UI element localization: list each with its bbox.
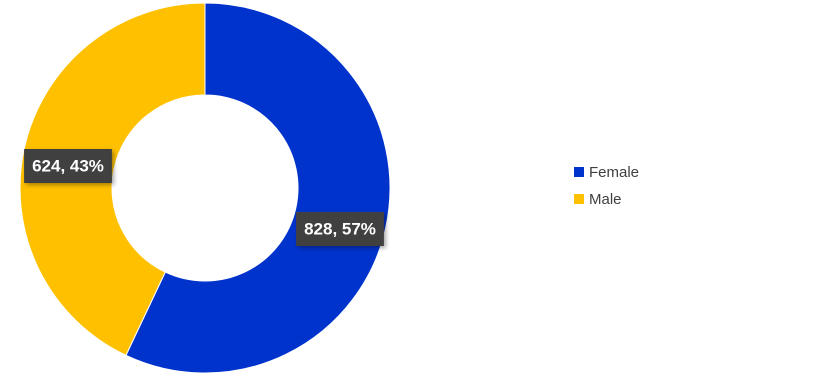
- donut-slice: [125, 2, 391, 374]
- data-label-text: 624, 43%: [32, 156, 104, 175]
- legend-swatch: [574, 194, 584, 204]
- legend-label: Male: [589, 191, 622, 208]
- data-label-box: [296, 212, 384, 246]
- data-label: 624, 43%: [24, 149, 112, 183]
- legend-swatch: [574, 167, 584, 177]
- donut-slice: [19, 2, 206, 356]
- data-label-text: 828, 57%: [304, 219, 376, 238]
- data-label: 828, 57%: [296, 212, 384, 246]
- legend-label: Female: [589, 164, 639, 181]
- data-label-box: [24, 149, 112, 183]
